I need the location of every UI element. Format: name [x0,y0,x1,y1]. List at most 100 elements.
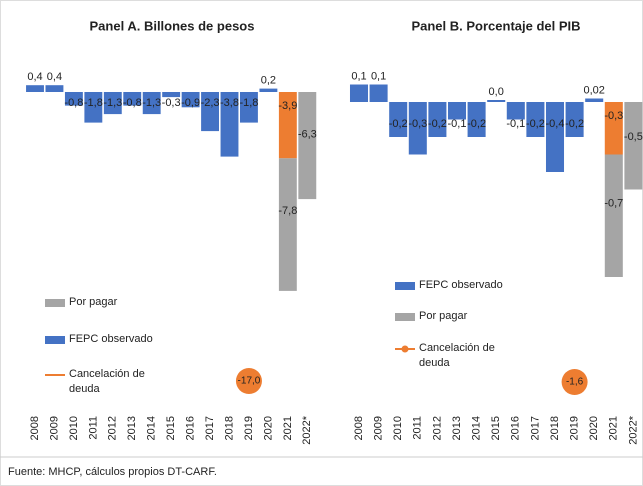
bar [408,102,427,155]
bar [487,100,506,102]
bar [467,102,486,137]
bar [26,85,44,92]
x-tick-label: 2017 [529,416,541,440]
data-label: -0,2 [389,118,408,130]
panel-title: Panel B. Porcentaje del PIB [411,18,580,33]
bar [604,154,623,277]
data-label: -0,8 [64,97,83,109]
data-label: 0,1 [371,70,386,82]
data-label: -7,8 [278,205,297,217]
bar [278,92,297,159]
bar [369,84,388,102]
data-label: -0,5 [624,131,643,143]
x-tick-label: 2012 [431,416,443,440]
bar [220,92,239,157]
x-tick-label: 2013 [126,416,138,440]
bar [84,92,103,123]
x-tick-label: 2022* [627,415,639,444]
data-label: -1,8 [84,97,103,109]
legend-label: Por pagar [419,310,468,322]
annotation-label: -17,0 [238,376,261,387]
data-label: -1,3 [103,97,122,109]
bar [64,92,83,106]
x-tick-label: 2021 [608,416,620,440]
bar [604,102,623,155]
legend-swatch [395,313,415,321]
x-tick-label: 2018 [223,416,235,440]
bar [349,84,369,102]
x-tick-label: 2022* [301,415,313,444]
data-label: 0,4 [27,71,42,83]
x-tick-label: 2015 [165,416,177,440]
bar [624,102,643,190]
x-tick-label: 2017 [204,416,216,440]
x-tick-label: 2014 [146,416,158,440]
bar [162,92,181,98]
x-tick-label: 2011 [412,416,424,440]
x-tick-label: 2010 [392,416,404,440]
x-tick-label: 2009 [373,416,385,440]
x-tick-label: 2012 [107,416,119,440]
legend-entry: Por pagar [69,296,117,308]
bar [142,92,161,115]
legend-swatch [401,345,409,353]
data-label: 0,2 [261,75,276,87]
bar [259,88,278,92]
x-tick-label: 2013 [451,416,463,440]
panel-title: Panel A. Billones de pesos [90,18,255,33]
legend-entry: Cancelación de deuda [419,342,495,369]
bar [45,85,64,92]
legend-entry: FEPC observado [69,333,153,345]
data-label: -6,3 [298,129,317,141]
x-tick-label: 2014 [471,416,483,440]
data-label: -0,2 [565,118,584,130]
annotation-marker [235,368,262,394]
source-note: Fuente: MHCP, cálculos propios DT-CARF. [8,466,217,478]
bar [526,102,545,137]
bar [181,92,200,108]
bar [565,102,584,137]
data-label: -0,1 [506,118,525,130]
legend-swatch [45,299,65,307]
bar [240,92,258,123]
data-label: 0,4 [47,71,62,83]
annotation-marker [561,369,588,395]
data-label: -2,3 [201,97,220,109]
bar [298,92,317,200]
data-label: -0,7 [604,197,623,209]
data-label: -1,3 [142,97,161,109]
data-label: -0,3 [408,118,427,130]
x-tick-label: 2015 [490,416,502,440]
data-label: -3,9 [278,100,297,112]
legend-label: FEPC observado [419,279,503,291]
x-tick-label: 2021 [282,416,294,440]
bar [585,98,604,102]
data-label: -0,4 [546,118,565,130]
data-label: 0,0 [489,86,504,98]
data-label: -0,3 [604,110,623,122]
data-label: -0,2 [526,118,545,130]
legend-entry: FEPC observado [419,279,503,291]
legend-entry: Por pagar [419,310,468,322]
legend-swatch [395,282,415,290]
annotation-label: -1,6 [566,377,584,388]
legend-label: FEPC observado [69,333,153,345]
bar [103,92,122,115]
data-label: -0,8 [123,97,142,109]
bar [506,102,525,120]
legend-label: Cancelación de deuda [69,368,145,395]
bar [201,92,219,132]
x-tick-label: 2019 [569,416,581,440]
bar [545,102,565,172]
x-tick-label: 2020 [262,416,274,440]
bar [428,102,447,137]
legend-swatch [45,336,65,344]
data-label: -0,2 [467,118,486,130]
x-tick-label: 2009 [48,416,60,440]
x-tick-label: 2016 [185,416,197,440]
data-label: -0,3 [162,97,181,109]
data-label: 0,1 [351,70,366,82]
data-label: -0,2 [428,118,447,130]
